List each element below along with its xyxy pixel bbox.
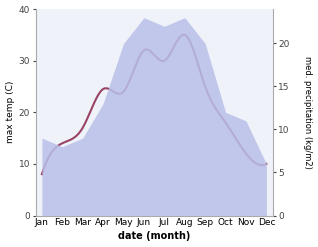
Y-axis label: max temp (C): max temp (C): [5, 81, 15, 144]
X-axis label: date (month): date (month): [118, 231, 190, 242]
Y-axis label: med. precipitation (kg/m2): med. precipitation (kg/m2): [303, 56, 313, 169]
